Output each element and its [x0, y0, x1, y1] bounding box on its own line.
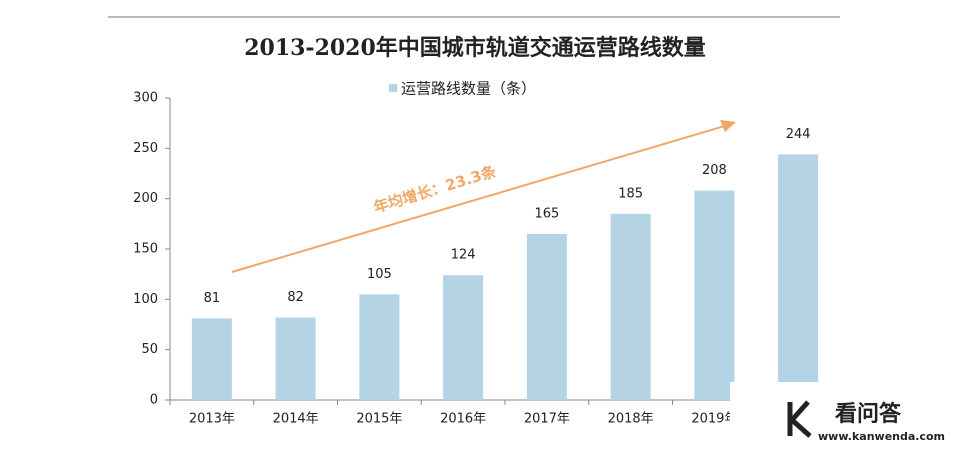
- y-tick-label: 200: [133, 191, 158, 206]
- x-tick-label: 2017年: [524, 412, 570, 427]
- value-label: 124: [451, 248, 476, 263]
- value-label: 244: [786, 127, 811, 142]
- x-tick-label: 2018年: [608, 412, 654, 427]
- y-tick-label: 0: [150, 393, 158, 408]
- watermark: 看问答 www.kanwenda.com: [730, 382, 970, 452]
- bar: [191, 318, 232, 400]
- y-tick-label: 250: [133, 141, 158, 156]
- value-label: 165: [534, 206, 559, 221]
- bar: [359, 294, 400, 400]
- watermark-url: www.kanwenda.com: [818, 430, 945, 443]
- x-tick-label: 2019年: [691, 412, 737, 427]
- value-label: 185: [618, 186, 643, 201]
- legend-label: 运营路线数量（条）: [401, 80, 536, 98]
- trend-arrow: [231, 124, 729, 273]
- value-label: 81: [204, 291, 221, 306]
- value-label: 208: [702, 163, 727, 178]
- y-tick-label: 300: [133, 91, 158, 106]
- legend-swatch: [389, 84, 397, 92]
- watermark-logo: [787, 400, 812, 438]
- x-tick-label: 2013年: [189, 412, 235, 427]
- bar: [526, 233, 567, 400]
- x-tick-label: 2016年: [440, 412, 486, 427]
- chart-title: 2013-2020年中国城市轨道交通运营路线数量: [244, 35, 706, 61]
- value-label: 82: [287, 290, 304, 305]
- trend-arrowhead: [720, 120, 736, 132]
- y-tick-label: 100: [133, 292, 158, 307]
- bar: [694, 190, 735, 400]
- watermark-bg: [730, 382, 970, 452]
- bar: [610, 213, 651, 400]
- watermark-brand: 看问答: [835, 401, 902, 427]
- annotation: 年均增长：23.3条: [371, 162, 499, 217]
- y-tick-label: 50: [141, 342, 158, 357]
- value-label: 105: [367, 267, 392, 282]
- bar: [778, 154, 819, 400]
- bar: [275, 317, 316, 400]
- bar: [443, 275, 484, 400]
- x-tick-label: 2015年: [356, 412, 402, 427]
- x-tick-label: 2014年: [273, 412, 319, 427]
- plot-area: 0 50 100 150 200 250 300 2013年 81 2014年 82 2015年 105…: [133, 91, 841, 427]
- y-tick-label: 150: [133, 242, 158, 257]
